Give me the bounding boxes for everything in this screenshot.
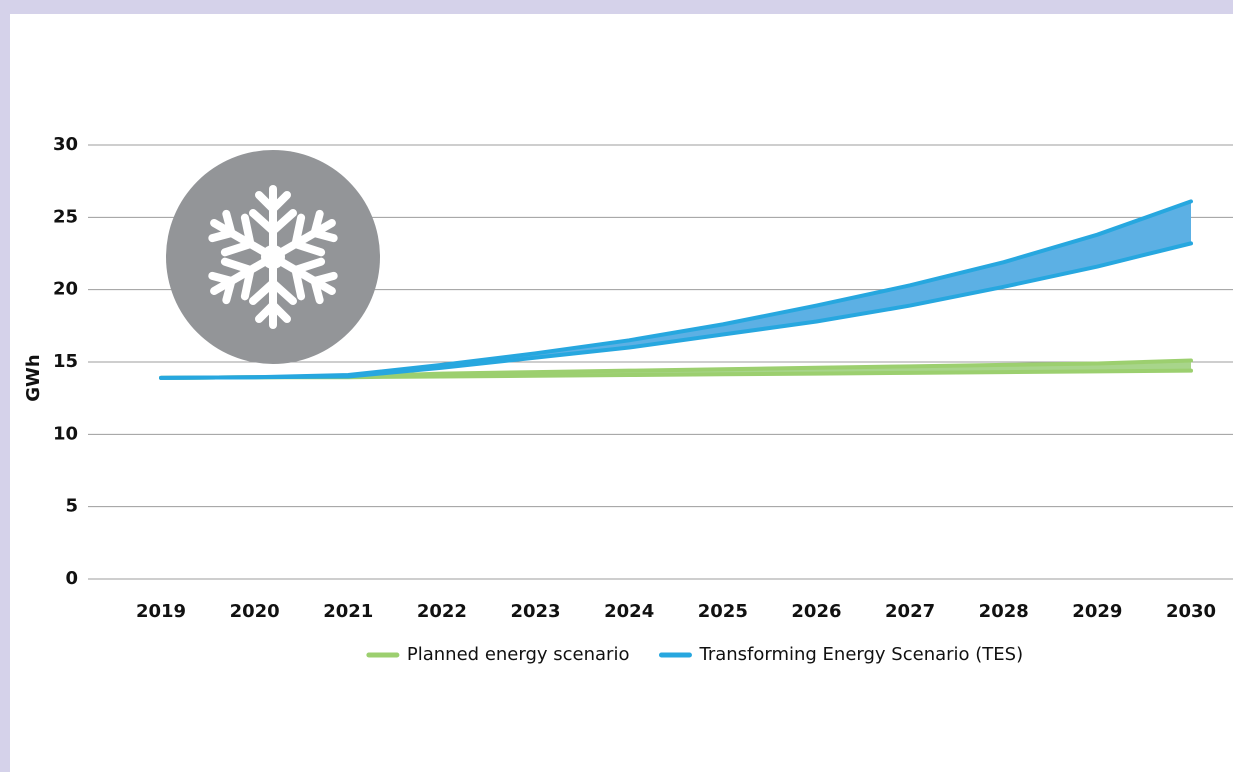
y-tick-label: 0	[65, 568, 78, 589]
x-tick-label: 2021	[323, 601, 373, 622]
y-tick-label: 5	[65, 496, 78, 517]
range-line-low	[159, 241, 1193, 380]
x-tick-label: 2019	[136, 601, 186, 622]
x-tick-label: 2024	[604, 601, 654, 622]
y-tick-label: 30	[53, 134, 78, 155]
x-tick-label: 2022	[417, 601, 467, 622]
legend-label: Planned energy scenario	[407, 644, 630, 665]
legend: Planned energy scenario Transforming Ener…	[366, 644, 1023, 665]
plot-background	[10, 14, 1233, 772]
snowflake-icon	[166, 150, 380, 364]
y-tick-label: 25	[53, 206, 78, 227]
marks	[159, 199, 1193, 380]
y-tick-label: 10	[53, 423, 78, 444]
x-tick-label: 2020	[230, 601, 280, 622]
x-tick-label: 2029	[1072, 601, 1122, 622]
x-tick-label: 2025	[698, 601, 748, 622]
y-tick-label: 15	[53, 351, 78, 372]
y-axis-label: GWh	[23, 354, 44, 401]
legend-label: Transforming Energy Scenario (TES)	[698, 644, 1023, 665]
x-tick-label: 2026	[791, 601, 841, 622]
y-tick-label: 20	[53, 279, 78, 300]
x-tick-label: 2030	[1166, 601, 1216, 622]
x-tick-label: 2028	[979, 601, 1029, 622]
x-tick-label: 2023	[510, 601, 560, 622]
x-tick-label: 2027	[885, 601, 935, 622]
